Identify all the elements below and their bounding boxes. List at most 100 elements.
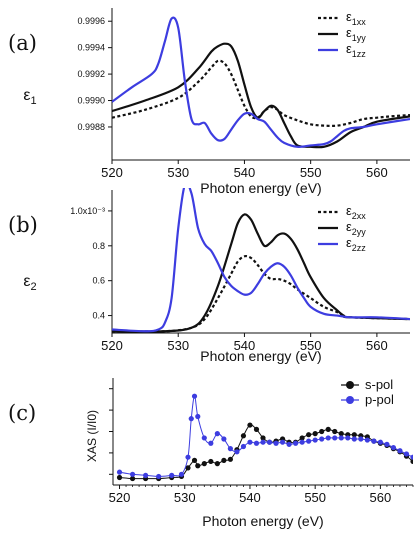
plot-area: [116, 393, 413, 482]
data-point: [129, 475, 136, 482]
series-line-1zz: [112, 16, 410, 148]
data-point: [299, 439, 305, 445]
data-point: [191, 393, 198, 399]
y-tick-label: 0.9994: [77, 43, 105, 53]
data-point: [208, 440, 214, 446]
x-tick-label: 560: [370, 490, 392, 505]
data-point: [253, 426, 260, 432]
series-line-1yy: [112, 42, 410, 149]
x-tick-label: 520: [101, 338, 123, 353]
data-point: [410, 454, 413, 460]
y-tick-label: 0.9990: [77, 96, 105, 106]
data-point: [410, 458, 413, 465]
data-point: [240, 443, 247, 450]
x-tick-label: 540: [234, 338, 256, 353]
x-tick-label: 530: [167, 165, 189, 180]
y-axis-title: ε2: [23, 273, 36, 293]
data-point: [116, 474, 123, 481]
y-tick-label: 0.8: [92, 241, 105, 251]
data-point: [227, 456, 233, 462]
data-point: [299, 435, 305, 441]
data-point: [371, 438, 377, 444]
x-tick-label: 560: [366, 338, 388, 353]
data-point: [129, 471, 136, 477]
data-point: [338, 431, 344, 437]
data-point: [260, 439, 266, 445]
data-point: [273, 440, 279, 446]
data-point: [253, 440, 260, 446]
data-point: [240, 433, 247, 439]
data-point: [247, 439, 253, 445]
data-point: [279, 439, 286, 445]
legend-label: ε1yy: [346, 25, 366, 43]
y-tick-label: 0.6: [92, 276, 105, 286]
data-point: [319, 428, 325, 435]
x-tick-label: 550: [300, 338, 322, 353]
data-point: [195, 413, 201, 420]
data-point: [286, 441, 292, 447]
y-tick-label: 0.4: [92, 311, 105, 321]
panel-a: (a) 520 530 540 550 560 0.9988 0.9990 0.9992 0.99…: [8, 8, 410, 196]
data-point: [266, 439, 273, 445]
legend-label: ε2xx: [346, 203, 366, 221]
data-point: [185, 465, 191, 471]
x-tick-label: 550: [304, 490, 326, 505]
y-tick-label: 0.9996: [77, 16, 105, 26]
data-point: [201, 435, 207, 441]
data-point: [178, 471, 185, 477]
data-point: [351, 432, 357, 438]
data-point: [221, 457, 227, 463]
x-tick-label: 550: [300, 165, 322, 180]
data-point: [208, 458, 214, 465]
data-point: [397, 448, 403, 454]
x-axis-title: Photon energy (eV): [202, 513, 323, 529]
data-point: [247, 422, 253, 428]
data-point: [116, 469, 123, 475]
y-tick-label: 0.9992: [77, 69, 105, 79]
data-point: [169, 472, 175, 478]
data-point: [364, 437, 370, 443]
data-point: [319, 436, 325, 442]
data-point: [377, 439, 383, 445]
x-tick-label: 540: [234, 165, 256, 180]
data-point: [306, 432, 312, 438]
data-point: [312, 437, 318, 443]
x-axis-title: Photon energy (eV): [200, 180, 321, 196]
series-line-spol: [119, 424, 413, 480]
legend-label: s-pol: [365, 377, 393, 392]
plot-area: [112, 188, 410, 333]
data-point: [332, 435, 338, 441]
panel-label: (b): [8, 213, 38, 237]
data-point: [358, 436, 364, 442]
data-point: [403, 451, 410, 457]
data-point: [338, 435, 344, 441]
panel-c: (c) 520 530 540 550 560 Photon energy (eV) XAS …: [8, 377, 414, 529]
data-point: [156, 473, 162, 480]
x-tick-label: 530: [174, 490, 196, 505]
legend-label: ε2yy: [346, 219, 366, 237]
data-point: [221, 436, 227, 442]
series-line-1xx: [112, 59, 410, 127]
x-tick-label: 520: [109, 490, 131, 505]
x-tick-label: 530: [167, 338, 189, 353]
series-line-2xx: [112, 254, 410, 333]
data-point: [227, 446, 233, 452]
panel-b: (b) 520 530 540 550 560 0.4 0.6 0.8 1.0x10⁻³ Photo…: [8, 188, 410, 364]
data-point: [345, 435, 351, 441]
plot-area: [112, 16, 410, 149]
data-point: [143, 472, 149, 478]
legend-marker: [346, 381, 354, 389]
panel-label: (c): [8, 401, 36, 425]
data-point: [260, 435, 266, 441]
data-point: [325, 435, 331, 441]
data-point: [332, 428, 338, 435]
data-point: [325, 426, 331, 432]
data-point: [384, 441, 390, 447]
data-point: [214, 461, 220, 467]
x-axis-title: Photon energy (eV): [200, 348, 321, 364]
data-point: [214, 431, 220, 437]
y-axis-title: XAS (I/I0): [85, 410, 99, 462]
legend-label: ε1xx: [346, 9, 366, 27]
